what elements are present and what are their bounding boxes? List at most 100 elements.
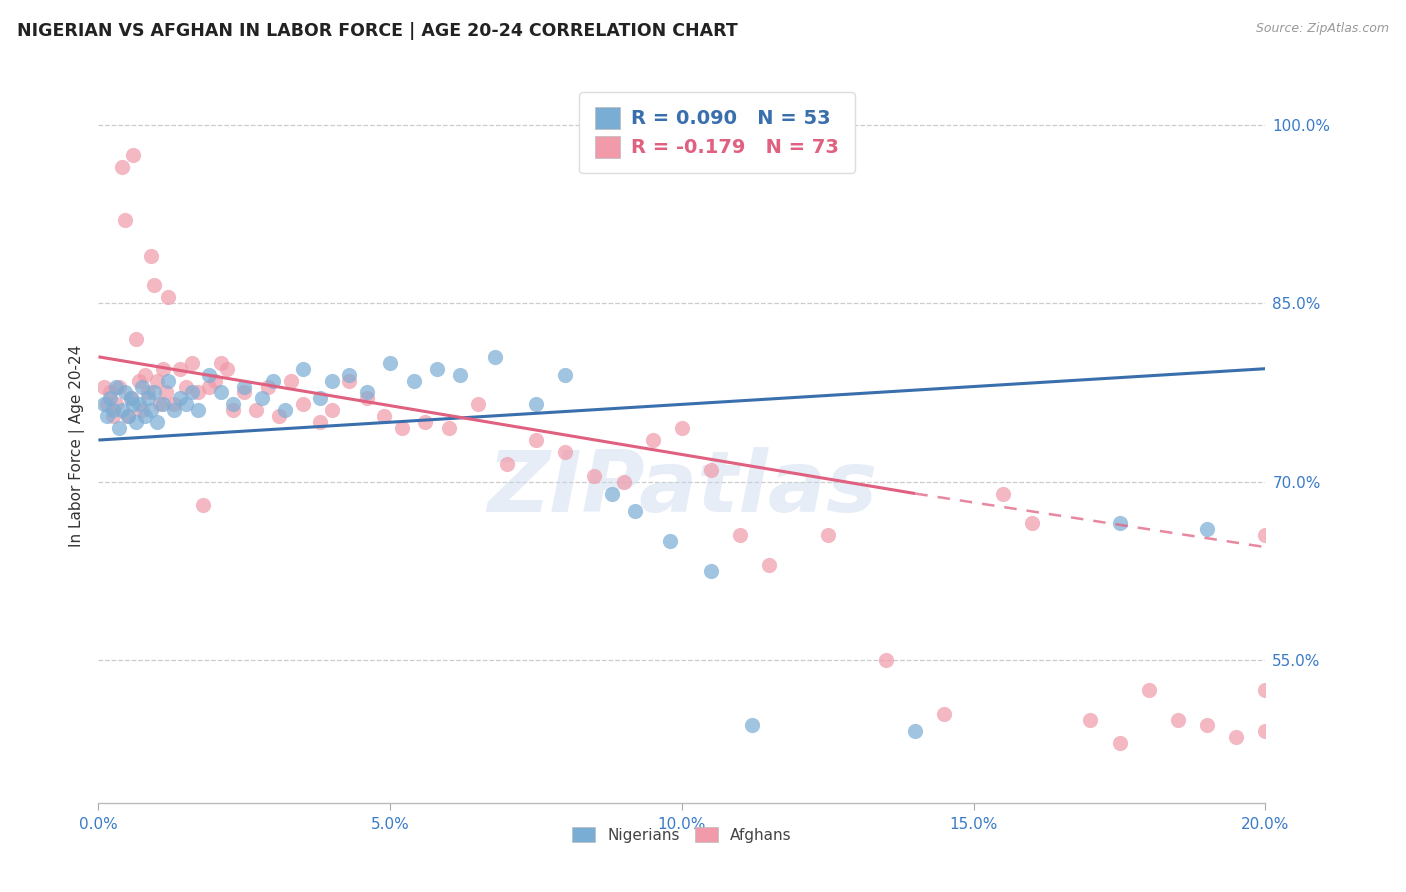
Point [93,379,115,393]
Point [280,374,302,388]
Point [437,421,460,435]
Point [426,361,449,376]
Point [131,403,153,417]
Point [1225,731,1247,745]
Point [250,392,273,406]
Point [741,718,763,732]
Point [93,397,115,411]
Point [114,385,136,400]
Point [142,385,165,400]
Point [496,457,519,471]
Point [187,403,209,417]
Point [193,499,215,513]
Point [169,361,191,376]
Point [101,403,124,417]
Point [1254,724,1277,739]
Point [641,433,664,447]
Legend: Nigerians, Afghans: Nigerians, Afghans [567,821,797,848]
Point [817,528,839,542]
Point [215,361,238,376]
Point [152,361,174,376]
Point [96,409,118,424]
Point [337,368,360,382]
Point [163,403,186,417]
Point [402,374,425,388]
Point [174,379,197,393]
Point [108,379,131,393]
Point [101,409,124,424]
Point [245,403,267,417]
Point [934,706,956,721]
Point [98,385,121,400]
Point [256,379,278,393]
Point [613,475,636,489]
Point [467,397,489,411]
Point [730,528,752,542]
Point [125,415,148,429]
Point [142,278,165,293]
Point [484,350,506,364]
Point [1108,516,1130,531]
Point [904,724,927,739]
Point [209,385,232,400]
Point [991,486,1014,500]
Point [149,397,172,411]
Point [146,374,169,388]
Point [269,409,291,424]
Point [180,356,202,370]
Point [139,403,162,417]
Point [146,415,169,429]
Point [1254,682,1277,697]
Point [380,356,402,370]
Point [274,403,297,417]
Point [134,368,156,382]
Point [108,421,131,435]
Point [309,392,332,406]
Point [155,385,177,400]
Point [96,397,118,411]
Point [152,397,174,411]
Point [583,468,606,483]
Point [875,653,897,667]
Point [1080,713,1102,727]
Point [309,415,332,429]
Point [758,558,780,572]
Point [128,374,150,388]
Point [659,534,682,549]
Point [98,392,121,406]
Point [1197,522,1219,536]
Point [120,392,142,406]
Point [524,397,547,411]
Point [122,397,145,411]
Point [117,409,139,424]
Text: Source: ZipAtlas.com: Source: ZipAtlas.com [1256,22,1389,36]
Point [233,379,256,393]
Point [120,392,142,406]
Point [221,397,243,411]
Y-axis label: In Labor Force | Age 20-24: In Labor Force | Age 20-24 [69,345,84,547]
Point [114,213,136,227]
Point [1108,736,1130,750]
Point [134,409,156,424]
Point [233,385,256,400]
Point [136,392,159,406]
Point [671,421,693,435]
Point [700,564,723,578]
Point [449,368,471,382]
Point [180,385,202,400]
Point [1137,682,1160,697]
Point [321,403,343,417]
Point [198,368,221,382]
Point [554,445,576,459]
Point [157,290,180,304]
Point [131,379,153,393]
Point [187,385,209,400]
Point [125,332,148,346]
Point [1021,516,1043,531]
Point [1197,718,1219,732]
Point [337,374,360,388]
Point [373,409,395,424]
Point [163,397,186,411]
Point [169,392,191,406]
Point [356,385,378,400]
